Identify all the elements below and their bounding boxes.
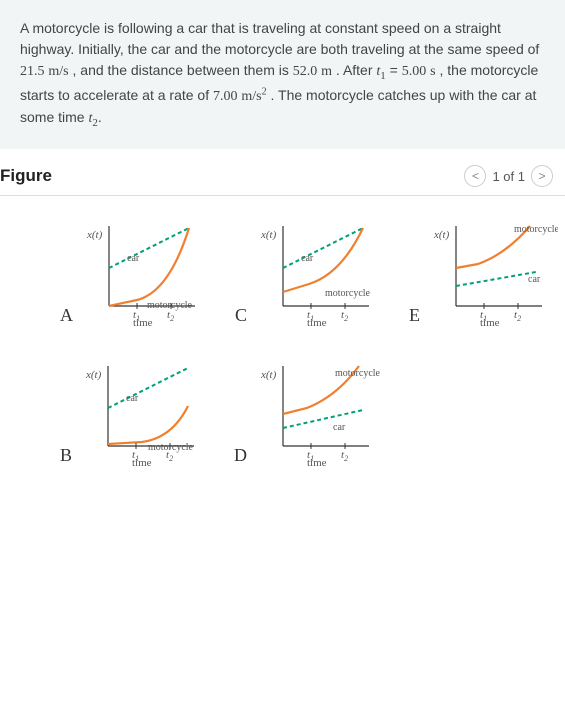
charts-container: A x(t) time t1 t2 car motorcycle C x(t)	[0, 214, 565, 514]
txt: .	[98, 109, 102, 125]
svg-text:t2: t2	[341, 309, 348, 323]
chart-cell-D: D x(t) time t1 t2 car motorcycle	[234, 354, 385, 474]
txt: =	[386, 62, 402, 78]
svg-text:car: car	[333, 422, 346, 433]
chart-letter-D: D	[234, 445, 247, 466]
svg-text:motorcycle: motorcycle	[335, 368, 381, 379]
svg-text:car: car	[528, 274, 541, 285]
chart-D: x(t) time t1 t2 car motorcycle	[255, 354, 385, 474]
figure-section: Figure < 1 of 1 > A x(t) time t1 t2 car …	[0, 149, 565, 514]
svg-text:t1: t1	[133, 309, 140, 323]
chart-row-2: B x(t) time t1 t2 car motorcycle D x(t)	[60, 354, 525, 474]
svg-text:t1: t1	[132, 449, 139, 463]
chart-letter-B: B	[60, 445, 72, 466]
svg-text:t1: t1	[307, 449, 314, 463]
chart-cell-C: C x(t) time t1 t2 car motorcycle	[235, 214, 385, 334]
chart-cell-E: E x(t) time t1 t2 car motorcycle	[409, 214, 558, 334]
chart-letter-C: C	[235, 305, 247, 326]
svg-text:x(t): x(t)	[85, 369, 102, 381]
speed-val: 21.5	[20, 64, 45, 79]
svg-text:x(t): x(t)	[433, 229, 450, 241]
dist-unit: m	[321, 64, 332, 79]
pager: < 1 of 1 >	[464, 165, 553, 187]
svg-text:car: car	[301, 253, 314, 264]
svg-text:t2: t2	[514, 309, 521, 323]
speed-unit: m/s	[48, 64, 68, 79]
pager-next-button[interactable]: >	[531, 165, 553, 187]
chart-letter-A: A	[60, 305, 73, 326]
svg-text:x(t): x(t)	[260, 229, 277, 241]
chart-B: x(t) time t1 t2 car motorcycle	[80, 354, 210, 474]
chart-C: x(t) time t1 t2 car motorcycle	[255, 214, 385, 334]
chart-cell-A: A x(t) time t1 t2 car motorcycle	[60, 214, 211, 334]
svg-text:t2: t2	[341, 449, 348, 463]
chart-cell-B: B x(t) time t1 t2 car motorcycle	[60, 354, 210, 474]
accel-val: 7.00	[213, 89, 238, 104]
problem-text: A motorcycle is following a car that is …	[20, 20, 539, 125]
svg-text:t1: t1	[307, 309, 314, 323]
accel-unit: m/s	[241, 89, 261, 104]
dist-val: 52.0	[293, 64, 318, 79]
chart-row-1: A x(t) time t1 t2 car motorcycle C x(t)	[60, 214, 525, 334]
txt: . After	[332, 62, 376, 78]
svg-text:t1: t1	[480, 309, 487, 323]
chart-E: x(t) time t1 t2 car motorcycle	[428, 214, 558, 334]
pager-text: 1 of 1	[492, 169, 525, 184]
chart-letter-E: E	[409, 305, 420, 326]
svg-text:t2: t2	[167, 309, 174, 323]
svg-text:motorcycle: motorcycle	[325, 288, 371, 299]
pager-prev-button[interactable]: <	[464, 165, 486, 187]
figure-header: Figure < 1 of 1 >	[0, 159, 565, 196]
txt: , and the distance between them is	[69, 62, 293, 78]
txt: A motorcycle is following a car that is …	[20, 20, 539, 57]
t1-val: 5.00	[402, 64, 427, 79]
svg-text:motorcycle: motorcycle	[148, 442, 194, 453]
svg-text:motorcycle: motorcycle	[147, 300, 193, 311]
svg-text:x(t): x(t)	[260, 369, 277, 381]
svg-text:car: car	[127, 253, 140, 264]
problem-statement: A motorcycle is following a car that is …	[0, 0, 565, 149]
svg-text:car: car	[126, 393, 139, 404]
figure-title: Figure	[0, 166, 52, 186]
chart-A: x(t) time t1 t2 car motorcycle	[81, 214, 211, 334]
svg-text:x(t): x(t)	[86, 229, 103, 241]
svg-text:motorcycle: motorcycle	[514, 224, 558, 235]
